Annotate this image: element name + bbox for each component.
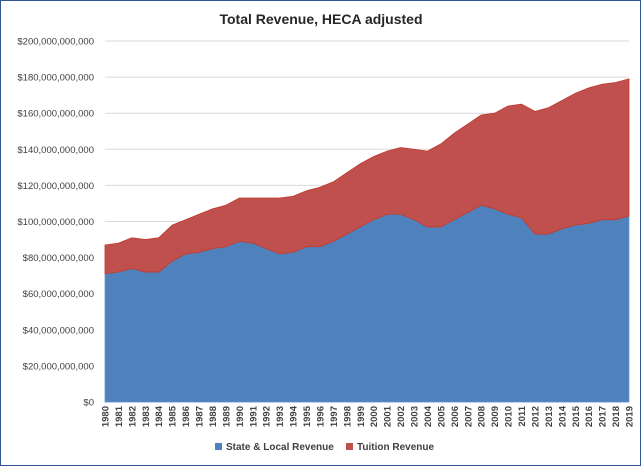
x-tick-label: 2008: [477, 406, 488, 427]
y-tick-label: $140,000,000,000: [17, 145, 94, 156]
x-tick-label: 2003: [410, 406, 421, 427]
legend-label-state: State & Local Revenue: [226, 442, 334, 453]
x-tick-label: 1984: [154, 405, 165, 427]
y-tick-label: $160,000,000,000: [17, 109, 94, 120]
x-tick-label: 2016: [584, 406, 595, 427]
x-tick-label: 2001: [383, 405, 394, 427]
x-tick-label: 2015: [571, 405, 582, 427]
x-tick-label: 2000: [369, 406, 380, 427]
legend: State & Local Revenue Tuition Revenue: [215, 442, 434, 453]
y-tick-label: $100,000,000,000: [17, 217, 94, 228]
legend-swatch-tuition: [346, 443, 353, 450]
y-tick-label: $0: [83, 398, 94, 409]
x-tick-label: 2011: [517, 405, 528, 426]
x-tick-label: 2009: [490, 406, 501, 427]
y-tick-label: $80,000,000,000: [23, 253, 94, 264]
chart-title: Total Revenue, HECA adjusted: [219, 11, 422, 27]
y-tick-label: $20,000,000,000: [23, 361, 94, 372]
x-tick-label: 2014: [557, 405, 568, 427]
x-tick-label: 1988: [208, 406, 219, 427]
x-tick-label: 1986: [181, 406, 192, 427]
x-tick-label: 2006: [450, 406, 461, 427]
x-tick-label: 1999: [356, 406, 367, 427]
y-tick-label: $120,000,000,000: [17, 181, 94, 192]
x-tick-label: 1981: [114, 405, 125, 427]
x-tick-label: 1983: [141, 406, 152, 427]
x-tick-label: 2007: [463, 406, 474, 427]
x-tick-label: 1990: [235, 406, 246, 427]
legend-swatch-state: [215, 443, 222, 450]
x-tick-label: 2017: [598, 406, 609, 427]
x-tick-label: 2002: [396, 406, 407, 427]
x-tick-label: 1997: [329, 406, 340, 427]
x-tick-label: 1987: [195, 406, 206, 427]
x-tick-label: 1980: [101, 406, 112, 427]
x-tick-label: 1994: [289, 405, 300, 427]
x-tick-label: 1989: [221, 406, 232, 427]
x-tick-label: 1993: [275, 406, 286, 427]
x-tick-label: 2010: [504, 406, 515, 427]
x-tick-label: 1998: [342, 406, 353, 427]
x-tick-label: 2019: [625, 406, 636, 427]
x-tick-label: 1985: [168, 405, 179, 427]
x-tick-label: 2005: [436, 405, 447, 427]
x-tick-label: 2013: [544, 406, 555, 427]
x-tick-label: 1992: [262, 406, 273, 427]
y-tick-label: $180,000,000,000: [17, 73, 94, 84]
area-series-tuition: [104, 78, 630, 275]
legend-label-tuition: Tuition Revenue: [357, 442, 434, 453]
y-tick-label: $60,000,000,000: [23, 289, 94, 300]
y-tick-label: $200,000,000,000: [17, 37, 94, 48]
x-tick-label: 1991: [248, 405, 259, 427]
x-tick-label: 2004: [423, 405, 434, 427]
x-tick-label: 1995: [302, 405, 313, 427]
x-tick-label: 2018: [611, 406, 622, 427]
x-tick-label: 2012: [530, 406, 541, 427]
x-tick-label: 1982: [127, 406, 138, 427]
y-tick-label: $40,000,000,000: [23, 325, 94, 336]
x-tick-label: 1996: [315, 406, 326, 427]
